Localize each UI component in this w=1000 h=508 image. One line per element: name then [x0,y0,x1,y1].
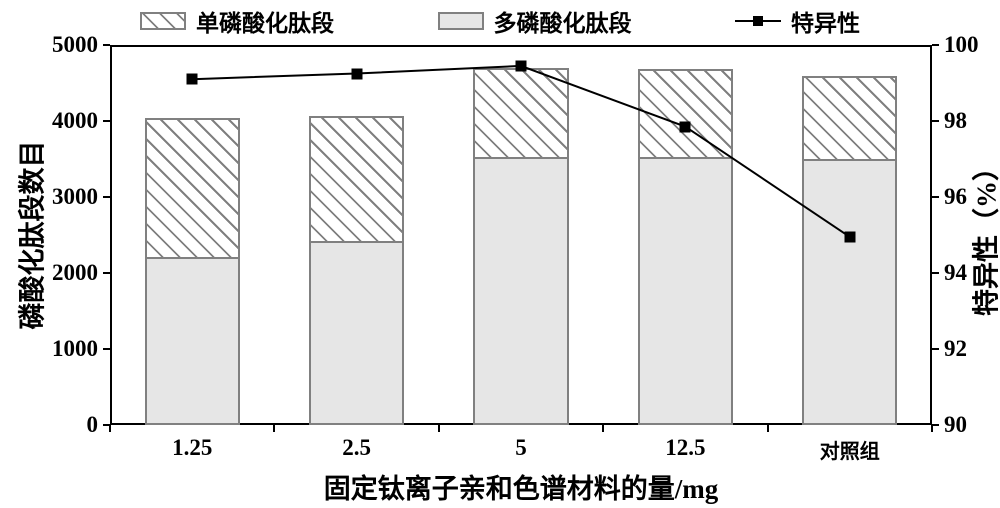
legend-swatch-mono [140,12,186,30]
x-tick [109,425,111,432]
y-right-tick-label: 90 [944,412,967,438]
x-tick [273,425,275,432]
x-tick [602,425,604,432]
x-tick [438,425,440,432]
y-left-tick-label: 2000 [0,260,98,286]
legend: 单磷酸化肽段 多磷酸化肽段 特异性 [140,4,860,38]
y-right-tick-label: 100 [944,32,979,58]
legend-item-poly: 多磷酸化肽段 [438,4,632,38]
y-right-tick-label: 96 [944,184,967,210]
bar-poly [638,159,733,425]
x-category-label: 5 [515,435,527,461]
legend-label-specificity: 特异性 [791,4,860,38]
y-left-tick-label: 4000 [0,108,98,134]
x-category-label: 12.5 [665,435,705,461]
y-right-tick [932,120,939,122]
y-axis-left-title: 磷酸化肽段数目 [11,141,50,330]
y-right-tick-label: 92 [944,336,967,362]
bar-poly [309,243,404,425]
x-tick [767,425,769,432]
x-category-label: 对照组 [820,435,880,464]
y-left-tick [103,272,110,274]
line-marker [516,60,527,71]
legend-label-poly: 多磷酸化肽段 [494,4,632,38]
legend-item-specificity: 特异性 [735,4,860,38]
bar-poly [802,161,897,425]
x-category-label: 1.25 [172,435,212,461]
bar-poly [473,159,568,425]
y-left-tick [103,120,110,122]
y-right-tick [932,196,939,198]
y-left-tick [103,196,110,198]
stacked-bar-dual-axis-chart: 单磷酸化肽段 多磷酸化肽段 特异性 磷酸化肽段数目 特异性（%） 固定钛离子亲和… [0,0,1000,508]
y-right-tick [932,44,939,46]
y-right-tick [932,348,939,350]
bar-mono [473,68,568,159]
legend-item-mono: 单磷酸化肽段 [140,4,334,38]
y-left-tick-label: 3000 [0,184,98,210]
y-left-tick-label: 5000 [0,32,98,58]
bar-mono [145,118,240,259]
y-right-tick-label: 94 [944,260,967,286]
bar-mono [802,76,897,161]
y-right-tick [932,272,939,274]
line-marker [844,231,855,242]
y-right-tick-label: 98 [944,108,967,134]
y-right-tick [932,424,939,426]
y-left-tick [103,348,110,350]
y-left-tick-label: 1000 [0,336,98,362]
legend-swatch-line [735,11,781,31]
legend-label-mono: 单磷酸化肽段 [196,4,334,38]
bar-mono [309,116,404,244]
y-left-tick [103,44,110,46]
x-category-label: 2.5 [342,435,371,461]
x-tick [931,425,933,432]
bar-mono [638,69,733,159]
line-marker [187,74,198,85]
x-axis-title: 固定钛离子亲和色谱材料的量/mg [324,467,719,506]
y-axis-right-title: 特异性（%） [965,154,1000,316]
bar-poly [145,259,240,425]
line-marker [680,121,691,132]
legend-swatch-poly [438,12,484,30]
line-marker [351,68,362,79]
y-left-tick-label: 0 [0,412,98,438]
